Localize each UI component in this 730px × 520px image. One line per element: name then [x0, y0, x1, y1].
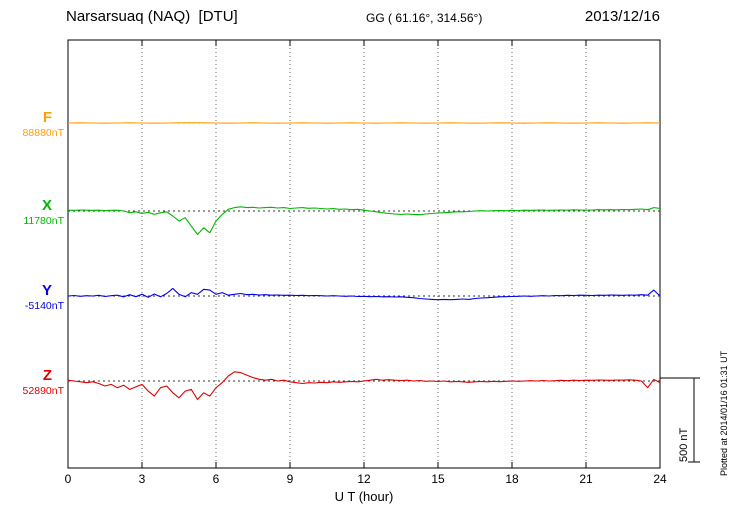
baseline-value-f: 88880nT [22, 127, 64, 139]
x-tick-label: 18 [505, 472, 519, 486]
x-tick-label: 6 [212, 472, 220, 486]
x-axis-title: U T (hour) [334, 489, 394, 504]
trace-z [67, 371, 661, 401]
plotted-at-label: Plotted at 2014/01/16 01:31 UT [719, 350, 729, 476]
baseline-value-z: 52890nT [22, 385, 64, 397]
trace-y [67, 287, 661, 301]
component-label-z: Z [42, 367, 52, 384]
scale-bar-label: 500 nT [678, 427, 690, 462]
x-tick-label: 21 [579, 472, 593, 486]
x-tick-label: 0 [64, 472, 72, 486]
station-title: Narsarsuaq (NAQ) [DTU] [66, 8, 238, 25]
x-tick-label: 15 [431, 472, 445, 486]
x-tick-label: 24 [653, 472, 667, 486]
trace-x [67, 206, 661, 236]
trace-f [67, 122, 661, 124]
x-tick-label: 3 [138, 472, 146, 486]
geographic-coordinates: GG ( 61.16°, 314.56°) [366, 11, 483, 25]
component-label-y: Y [41, 282, 52, 299]
x-tick-label: 12 [357, 472, 371, 486]
date-label: 2013/12/16 [584, 8, 660, 25]
x-tick-label: 9 [286, 472, 294, 486]
baseline-value-x: 11780nT [23, 215, 64, 227]
component-label-f: F [42, 109, 52, 126]
component-label-x: X [41, 197, 52, 214]
baseline-value-y: -5140nT [24, 300, 64, 312]
